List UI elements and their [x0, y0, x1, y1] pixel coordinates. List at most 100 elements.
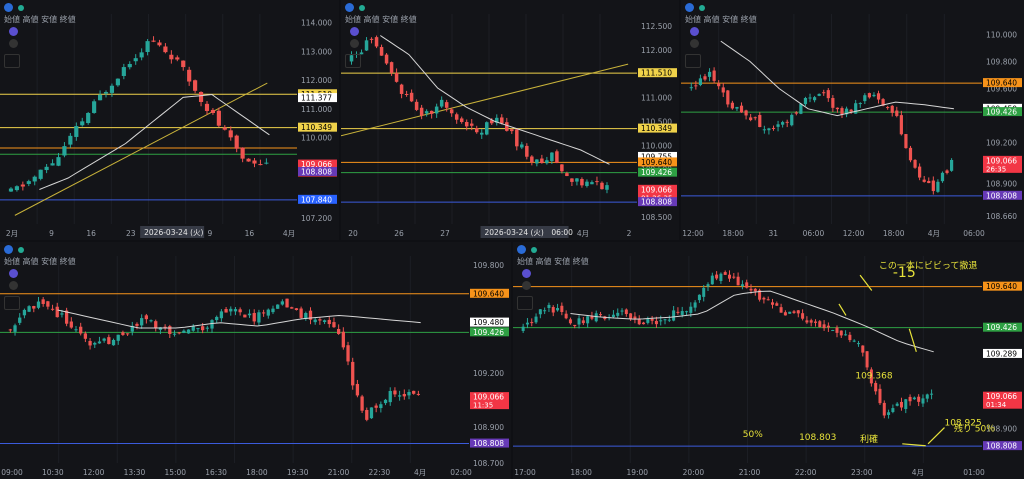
candle-body [521, 326, 525, 331]
candle-body [694, 85, 698, 87]
price-tag [983, 190, 1022, 200]
annotation-arrow [902, 443, 926, 447]
candle-body [676, 311, 680, 313]
candle-body [515, 129, 519, 147]
candle-body [904, 134, 908, 149]
candle-body [257, 312, 261, 323]
candle-body [68, 135, 73, 145]
candle-body [881, 99, 885, 106]
candle-body [719, 273, 723, 281]
sma-legend[interactable] [517, 269, 539, 279]
candle-body [93, 342, 97, 345]
chart-panel-1h[interactable]: 110.000109.800109.600109.450109.426109.2… [681, 0, 1024, 240]
sma-legend-2[interactable] [685, 39, 701, 49]
candle-body [732, 276, 736, 278]
price-tag-label: 109.066 [473, 393, 504, 402]
candle-body [854, 103, 858, 114]
candle-body [322, 320, 327, 323]
price-tick-label: 109.200 [473, 369, 504, 378]
candle-body [611, 314, 615, 317]
price-tag-label: 108.808 [986, 442, 1017, 451]
candle-body [464, 122, 469, 127]
candle-body [434, 106, 439, 114]
candle-body [767, 128, 771, 131]
collapse-legend-button[interactable] [685, 54, 701, 68]
candle-body [560, 305, 564, 312]
sma-legend-2[interactable] [517, 281, 533, 291]
collapse-legend-button[interactable] [4, 54, 20, 68]
price-tag-label: 108.808 [301, 167, 332, 176]
candle-body [620, 310, 624, 312]
candle-body [758, 290, 762, 300]
collapse-legend-button[interactable] [345, 54, 361, 68]
indicator-icon [522, 269, 531, 278]
annotation-arrow [927, 427, 945, 445]
ohlc-readout: 始値 高値 安値 終値 [345, 15, 417, 24]
candle-body [177, 332, 181, 334]
candle-body [822, 324, 826, 329]
candle-body [510, 129, 514, 132]
candle-body [62, 146, 67, 156]
candle-body [459, 118, 464, 122]
candle-body [849, 109, 853, 112]
sma-legend-2[interactable] [345, 39, 361, 49]
sma-legend[interactable] [685, 27, 707, 37]
candle-body [474, 128, 479, 133]
chart-panel-4h[interactable]: 112.500112.000111.500111.000110.500110.0… [341, 0, 679, 240]
candle-body [646, 319, 650, 323]
candle-body [908, 147, 913, 161]
candle-body [585, 181, 589, 186]
candle-body [706, 284, 710, 287]
collapse-legend-button[interactable] [517, 296, 533, 310]
candle-body [252, 160, 257, 164]
price-tag-label: 109.640 [986, 282, 1017, 291]
candle-body [735, 106, 739, 109]
sma-legend-2[interactable] [4, 281, 20, 291]
candle-body [921, 398, 925, 404]
candle-body [102, 338, 106, 341]
candle-body [74, 126, 79, 137]
time-tick-label: 19:30 [287, 468, 309, 477]
market-open-icon [531, 247, 537, 253]
price-tick-label: 110.000 [301, 134, 332, 143]
annotation-label: この一本にビビって撤退 [879, 259, 978, 271]
time-tick-label: 4月 [928, 229, 940, 238]
candle-body [219, 311, 224, 319]
candle-body [130, 325, 134, 332]
candle-body [341, 331, 345, 348]
price-tick-label: 110.000 [986, 30, 1017, 39]
chart-panel-daily[interactable]: 114.000 113.000 112.000 111.000 110.000 109.0… [0, 0, 339, 240]
candle-body [792, 311, 796, 313]
ohlc-readout: 始値 高値 安値 終値 [685, 15, 757, 24]
sma-legend[interactable] [4, 269, 26, 279]
price-tick-label: 112.000 [641, 46, 672, 55]
flag-icon [4, 3, 13, 12]
candle-body [730, 102, 734, 109]
candle-body [779, 307, 783, 313]
sma-legend[interactable] [345, 27, 367, 37]
candle-body [181, 60, 186, 68]
chart-panel-5m[interactable]: 109.640 109.426 109.289 109.066 108.900 108.8… [513, 242, 1024, 479]
candle-body [624, 309, 628, 315]
candle-body [835, 107, 840, 110]
sma-legend-2[interactable] [4, 39, 20, 49]
collapse-legend-button[interactable] [4, 296, 20, 310]
candle-body [64, 310, 69, 324]
candle-body [454, 114, 459, 120]
candle-body [349, 55, 354, 62]
candle-body [149, 320, 153, 322]
candle-body [38, 169, 43, 179]
candle-body [229, 308, 233, 312]
candle-body [680, 311, 684, 315]
candle-body [172, 333, 177, 335]
candle-body [534, 316, 538, 323]
candle-body [803, 98, 808, 105]
price-tag-label: 110.349 [641, 124, 672, 133]
candle-body [890, 105, 894, 113]
price-tick-label: 107.200 [301, 214, 332, 223]
candle-body [399, 84, 404, 94]
price-tag [983, 322, 1022, 332]
candle-body [848, 334, 852, 341]
sma-legend[interactable] [4, 27, 26, 37]
